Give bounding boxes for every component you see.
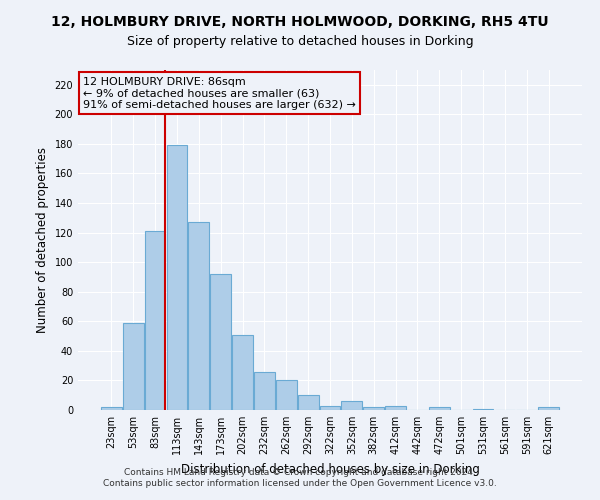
- Bar: [341, 401, 362, 410]
- Bar: [320, 406, 340, 410]
- Text: Size of property relative to detached houses in Dorking: Size of property relative to detached ho…: [127, 35, 473, 48]
- Bar: [276, 380, 296, 410]
- Bar: [232, 334, 253, 410]
- Text: 12 HOLMBURY DRIVE: 86sqm
← 9% of detached houses are smaller (63)
91% of semi-de: 12 HOLMBURY DRIVE: 86sqm ← 9% of detache…: [83, 77, 356, 110]
- Bar: [473, 408, 493, 410]
- Bar: [210, 274, 231, 410]
- Bar: [145, 231, 166, 410]
- Bar: [429, 407, 450, 410]
- Text: 12, HOLMBURY DRIVE, NORTH HOLMWOOD, DORKING, RH5 4TU: 12, HOLMBURY DRIVE, NORTH HOLMWOOD, DORK…: [51, 15, 549, 29]
- Bar: [123, 323, 143, 410]
- Bar: [188, 222, 209, 410]
- Bar: [254, 372, 275, 410]
- Bar: [364, 407, 384, 410]
- Bar: [298, 395, 319, 410]
- Bar: [538, 407, 559, 410]
- X-axis label: Distribution of detached houses by size in Dorking: Distribution of detached houses by size …: [181, 462, 479, 475]
- Bar: [385, 406, 406, 410]
- Bar: [167, 146, 187, 410]
- Y-axis label: Number of detached properties: Number of detached properties: [36, 147, 49, 333]
- Bar: [101, 407, 122, 410]
- Text: Contains HM Land Registry data © Crown copyright and database right 2024.
Contai: Contains HM Land Registry data © Crown c…: [103, 468, 497, 487]
